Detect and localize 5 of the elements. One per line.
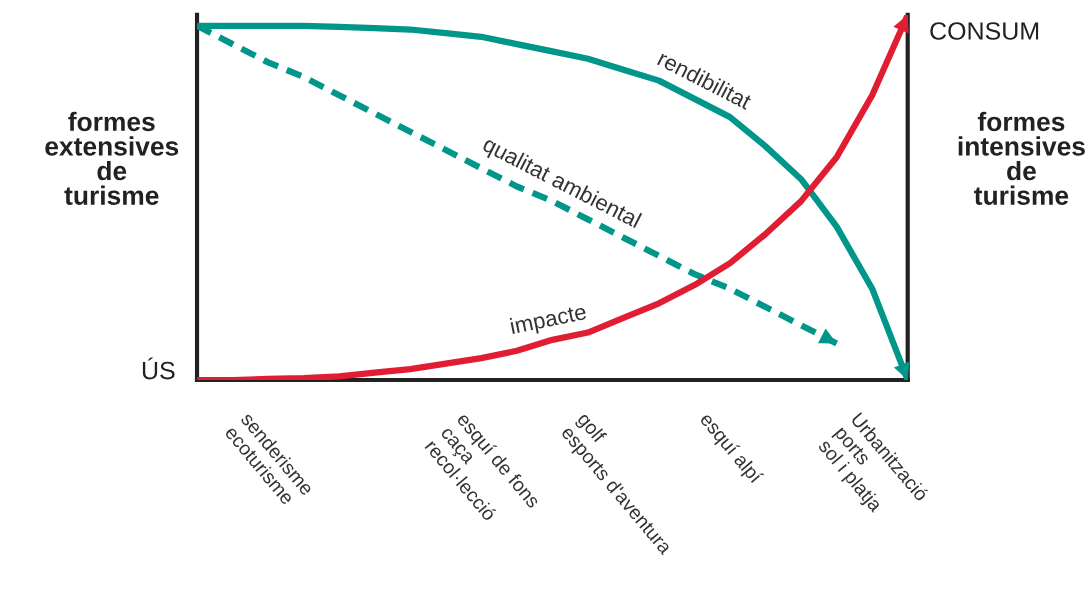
text: ÚS — [142, 357, 175, 380]
y2-axis-title: formes intensives de turisme — [958, 111, 1085, 205]
y-axis-title: formes extensives de turisme — [45, 111, 179, 205]
text: CONSUM — [930, 22, 1039, 40]
text: impacte — [509, 303, 588, 339]
